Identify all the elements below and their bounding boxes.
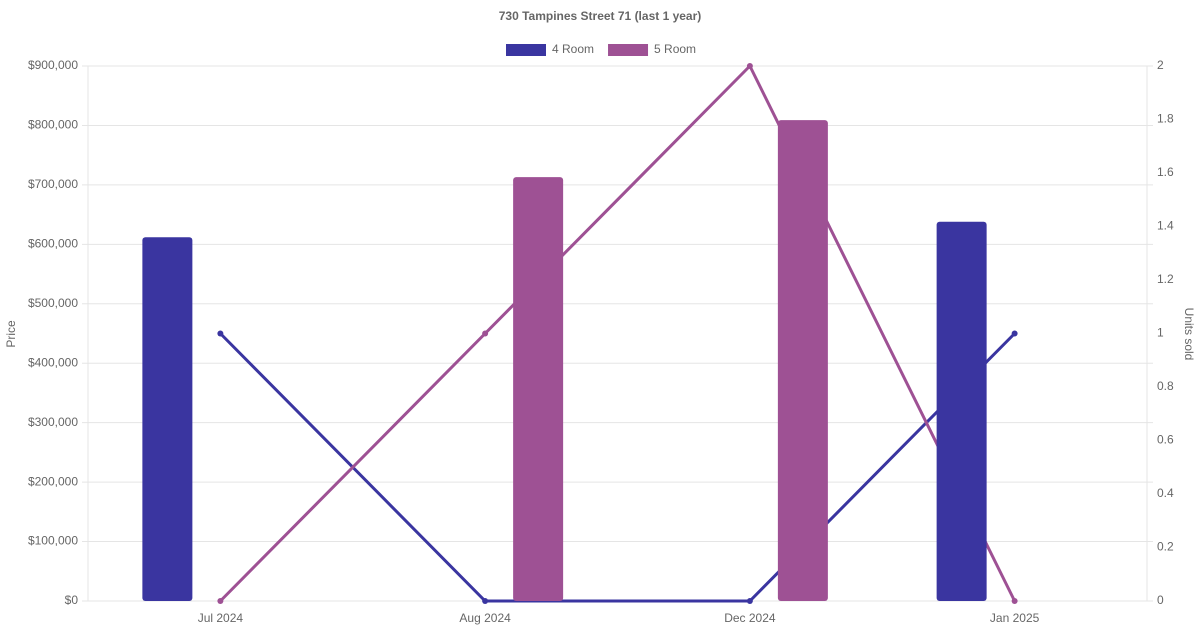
y2-tick-label: 0.2 [1157, 540, 1174, 554]
y-tick-label: $900,000 [28, 58, 78, 72]
y-tick-label: $200,000 [28, 474, 78, 488]
bar [142, 237, 193, 601]
y2-tick-label: 0.6 [1157, 433, 1174, 447]
y-tick-label: $600,000 [28, 237, 78, 251]
x-tick-label: Jan 2025 [990, 611, 1040, 625]
bar [777, 120, 828, 601]
y2-tick-label: 1.8 [1157, 112, 1174, 126]
y2-tick-label: 0 [1157, 593, 1164, 607]
legend-swatch [506, 44, 546, 56]
line-point [1011, 330, 1018, 337]
bar [513, 177, 564, 601]
line-point [217, 598, 224, 604]
x-tick-label: Aug 2024 [459, 611, 511, 625]
y-tick-label: $100,000 [28, 534, 78, 548]
y-tick-label: $400,000 [28, 355, 78, 369]
legend-label: 4 Room [552, 42, 594, 56]
y2-tick-label: 1 [1157, 326, 1164, 340]
y2-tick-label: 0.8 [1157, 379, 1174, 393]
y-tick-label: $800,000 [28, 118, 78, 132]
y2-tick-label: 2 [1157, 58, 1164, 72]
line-point [482, 598, 489, 604]
x-tick-label: Dec 2024 [724, 611, 776, 625]
y-tick-label: $700,000 [28, 177, 78, 191]
y2-tick-label: 1.4 [1157, 219, 1174, 233]
line-point [746, 598, 753, 604]
line-point [1011, 598, 1018, 604]
y-tick-label: $500,000 [28, 296, 78, 310]
y-axis-title: Price [4, 320, 18, 348]
y2-tick-label: 1.6 [1157, 165, 1174, 179]
legend-swatch [608, 44, 649, 56]
legend-label: 5 Room [654, 42, 696, 56]
chart-title: 730 Tampines Street 71 (last 1 year) [499, 9, 702, 23]
line-point [746, 63, 753, 69]
y2-tick-label: 0.4 [1157, 486, 1174, 500]
line-point [482, 330, 489, 337]
line [219, 332, 1016, 603]
bar [936, 221, 987, 601]
line-point [217, 330, 224, 337]
y2-tick-label: 1.2 [1157, 272, 1174, 286]
y2-axis-title: Units sold [1182, 308, 1196, 361]
y-tick-label: $0 [65, 593, 79, 607]
line [219, 63, 1016, 603]
x-tick-label: Jul 2024 [198, 611, 244, 625]
y-tick-label: $300,000 [28, 415, 78, 429]
